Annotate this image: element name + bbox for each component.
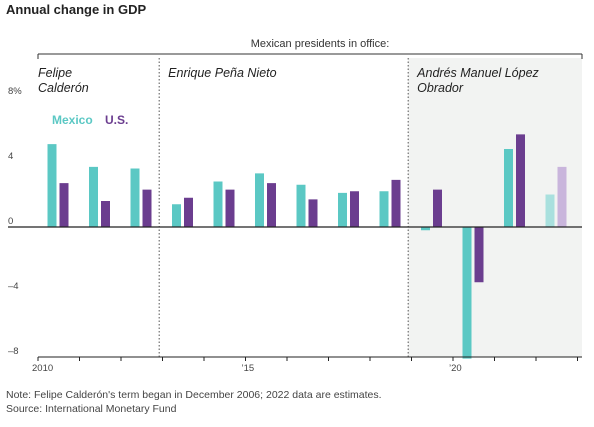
us-bar: [391, 179, 401, 227]
header-label-bg: [240, 36, 374, 52]
us-bar: [308, 199, 318, 227]
y-tick-label: 8%: [8, 86, 22, 97]
x-tick-label: 2010: [32, 363, 53, 374]
mexico-bar: [462, 227, 472, 359]
president-name: Enrique Peña Nieto: [168, 66, 276, 80]
mexico-bar: [47, 144, 57, 227]
legend-mexico: Mexico: [52, 113, 93, 127]
mexico-bar: [172, 204, 181, 227]
us-bar: [225, 189, 235, 227]
x-tick-label: ’15: [242, 363, 255, 374]
us-bar: [101, 201, 110, 227]
mexico-bar: [213, 181, 223, 227]
us-bar: [350, 191, 359, 227]
mexico-bar: [545, 194, 555, 227]
footnote: Note: Felipe Calderón's term began in De…: [6, 389, 382, 401]
mexico-bar: [421, 227, 430, 231]
legend-us: U.S.: [105, 113, 128, 127]
y-tick-label: 4: [8, 151, 13, 162]
mexico-bar: [379, 191, 389, 227]
president-name: Felipe: [38, 66, 72, 80]
mexico-bar: [130, 168, 140, 227]
y-tick-label: –8: [8, 346, 19, 357]
mexico-bar: [89, 166, 98, 227]
president-name: Andrés Manuel López: [416, 66, 539, 80]
us-bar: [474, 227, 484, 283]
x-tick-label: ’20: [449, 363, 462, 374]
header-label: Mexican presidents in office:: [251, 38, 390, 50]
us-bar: [142, 189, 152, 227]
us-bar: [59, 183, 69, 227]
mexico-bar: [504, 149, 513, 227]
us-bar: [516, 134, 525, 227]
mexico-bar: [296, 184, 306, 227]
president-name: Obrador: [417, 81, 464, 95]
us-bar: [184, 197, 193, 227]
source-note: Source: International Monetary Fund: [6, 403, 177, 415]
president-name: Calderón: [38, 81, 89, 95]
mexico-bar: [255, 173, 264, 227]
chart-title: Annual change in GDP: [6, 2, 147, 17]
y-tick-label: –4: [8, 281, 19, 292]
us-bar: [267, 183, 276, 227]
us-bar: [557, 166, 567, 227]
mexico-bar: [338, 192, 347, 227]
y-tick-label: 0: [8, 216, 13, 227]
us-bar: [433, 189, 442, 227]
